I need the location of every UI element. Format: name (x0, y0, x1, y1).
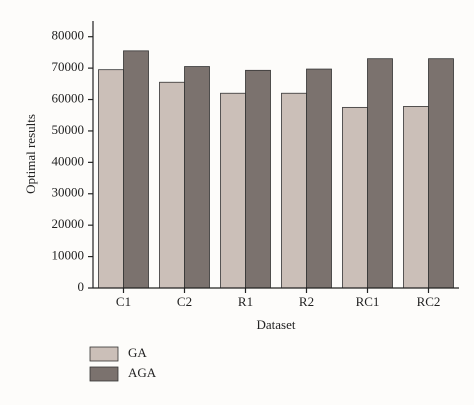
legend-label: GA (128, 345, 147, 360)
x-tick-label: R2 (299, 294, 314, 309)
y-tick-label: 20000 (52, 216, 85, 231)
x-axis-label: Dataset (257, 317, 296, 332)
bar (306, 68, 332, 289)
x-tick-label: R1 (238, 294, 253, 309)
bar (428, 58, 454, 289)
bar (245, 69, 271, 289)
y-tick-label: 10000 (52, 248, 85, 263)
bar (98, 69, 124, 289)
legend-label: AGA (128, 365, 157, 380)
y-tick-label: 50000 (52, 122, 85, 137)
x-tick-label: C1 (116, 294, 131, 309)
y-axis-label: Optimal results (23, 114, 38, 194)
x-tick-label: RC1 (356, 294, 380, 309)
legend-swatch (89, 366, 119, 382)
bar (123, 50, 149, 289)
bar (367, 58, 393, 289)
y-tick-label: 30000 (52, 185, 85, 200)
legend-swatch (89, 346, 119, 362)
y-tick-label: 0 (78, 279, 85, 294)
bar (220, 92, 246, 289)
bar (159, 81, 185, 289)
bar (403, 106, 429, 289)
x-tick-label: RC2 (417, 294, 441, 309)
y-tick-label: 40000 (52, 153, 85, 168)
y-tick-label: 80000 (52, 28, 85, 43)
bar (184, 66, 210, 289)
x-tick-label: C2 (177, 294, 192, 309)
bar (281, 92, 307, 289)
y-tick-label: 70000 (52, 59, 85, 74)
bar (342, 106, 368, 289)
y-tick-label: 60000 (52, 91, 85, 106)
